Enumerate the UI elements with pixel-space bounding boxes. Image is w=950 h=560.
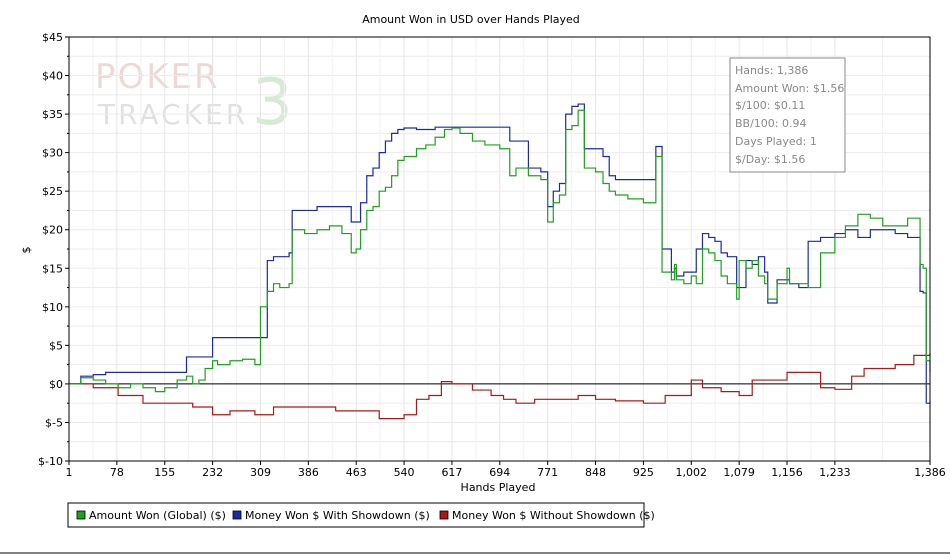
legend: Amount Won (Global) ($) Money Won $ With… xyxy=(67,502,655,528)
x-tick-label: 1,079 xyxy=(723,466,755,479)
chart-title: Amount Won in USD over Hands Played xyxy=(362,13,580,26)
legend-swatch-with-showdown xyxy=(232,510,242,520)
x-tick-label: 848 xyxy=(585,466,606,479)
stats-hands: Hands: 1,386 xyxy=(735,64,808,77)
x-tick-label: 694 xyxy=(489,466,510,479)
x-tick-label: 78 xyxy=(110,466,124,479)
series-line-without-showdown xyxy=(69,353,931,420)
legend-label-with-showdown: Money Won $ With Showdown ($) xyxy=(245,509,430,522)
y-tick-label: $20 xyxy=(42,224,63,237)
stats-annotation-box: Hands: 1,386 Amount Won: $1.56 $/100: $0… xyxy=(729,57,846,173)
y-tick-label: $25 xyxy=(42,185,63,198)
y-tick-label: $10 xyxy=(42,301,63,314)
x-axis-ticks: 1 78 155 232 309 386 463 540 617 694 771 848 925 1,00… xyxy=(66,461,946,479)
y-tick-label: $0 xyxy=(49,378,63,391)
x-tick-label: 617 xyxy=(441,466,462,479)
series-line-amount-won xyxy=(69,109,931,393)
stats-per-100: $/100: $0.11 xyxy=(735,99,805,112)
logo-text-number: 3 xyxy=(252,66,293,140)
y-tick-label: $40 xyxy=(42,70,63,83)
legend-swatch-amount-won xyxy=(76,510,86,520)
stats-bb-per-100: BB/100: 0.94 xyxy=(735,117,807,130)
y-tick-label: $-10 xyxy=(38,455,63,468)
x-tick-label: 1,002 xyxy=(676,466,708,479)
logo-text-poker: POKER xyxy=(95,57,220,97)
y-tick-label: $5 xyxy=(49,339,63,352)
x-tick-label: 1,386 xyxy=(914,466,946,479)
y-axis-label: $ xyxy=(20,247,33,254)
series-lines xyxy=(69,103,931,420)
x-axis-label: Hands Played xyxy=(461,481,536,494)
x-tick-label: 925 xyxy=(633,466,654,479)
x-tick-label: 155 xyxy=(154,466,175,479)
y-tick-label: $35 xyxy=(42,108,63,121)
y-axis-ticks: $-10 $-5 $0 $5 $10 $15 $20 $25 $30 $35 $40 $45 xyxy=(38,31,69,468)
x-tick-label: 1,233 xyxy=(819,466,851,479)
x-tick-label: 540 xyxy=(394,466,415,479)
stats-amount-won: Amount Won: $1.56 xyxy=(735,82,844,95)
x-tick-label: 1,156 xyxy=(771,466,803,479)
stats-days-played: Days Played: 1 xyxy=(735,135,817,148)
x-tick-label: 386 xyxy=(298,466,319,479)
legend-label-without-showdown: Money Won $ Without Showdown ($) xyxy=(452,509,655,522)
x-tick-label: 309 xyxy=(250,466,271,479)
y-tick-label: $15 xyxy=(42,262,63,275)
stats-box-frame xyxy=(729,57,846,173)
x-tick-label: 1 xyxy=(66,466,73,479)
legend-label-amount-won: Amount Won (Global) ($) xyxy=(89,509,226,522)
x-tick-label: 232 xyxy=(202,466,223,479)
y-tick-label: $30 xyxy=(42,147,63,160)
legend-swatch-without-showdown xyxy=(439,510,449,520)
y-tick-label: $-5 xyxy=(45,416,63,429)
pokertracker-logo-watermark: POKER TRACKER 3 xyxy=(95,57,293,140)
y-tick-label: $45 xyxy=(42,31,63,44)
legend-frame xyxy=(67,502,645,528)
x-tick-label: 771 xyxy=(537,466,558,479)
stats-per-day: $/Day: $1.56 xyxy=(735,153,805,166)
x-tick-label: 463 xyxy=(346,466,367,479)
